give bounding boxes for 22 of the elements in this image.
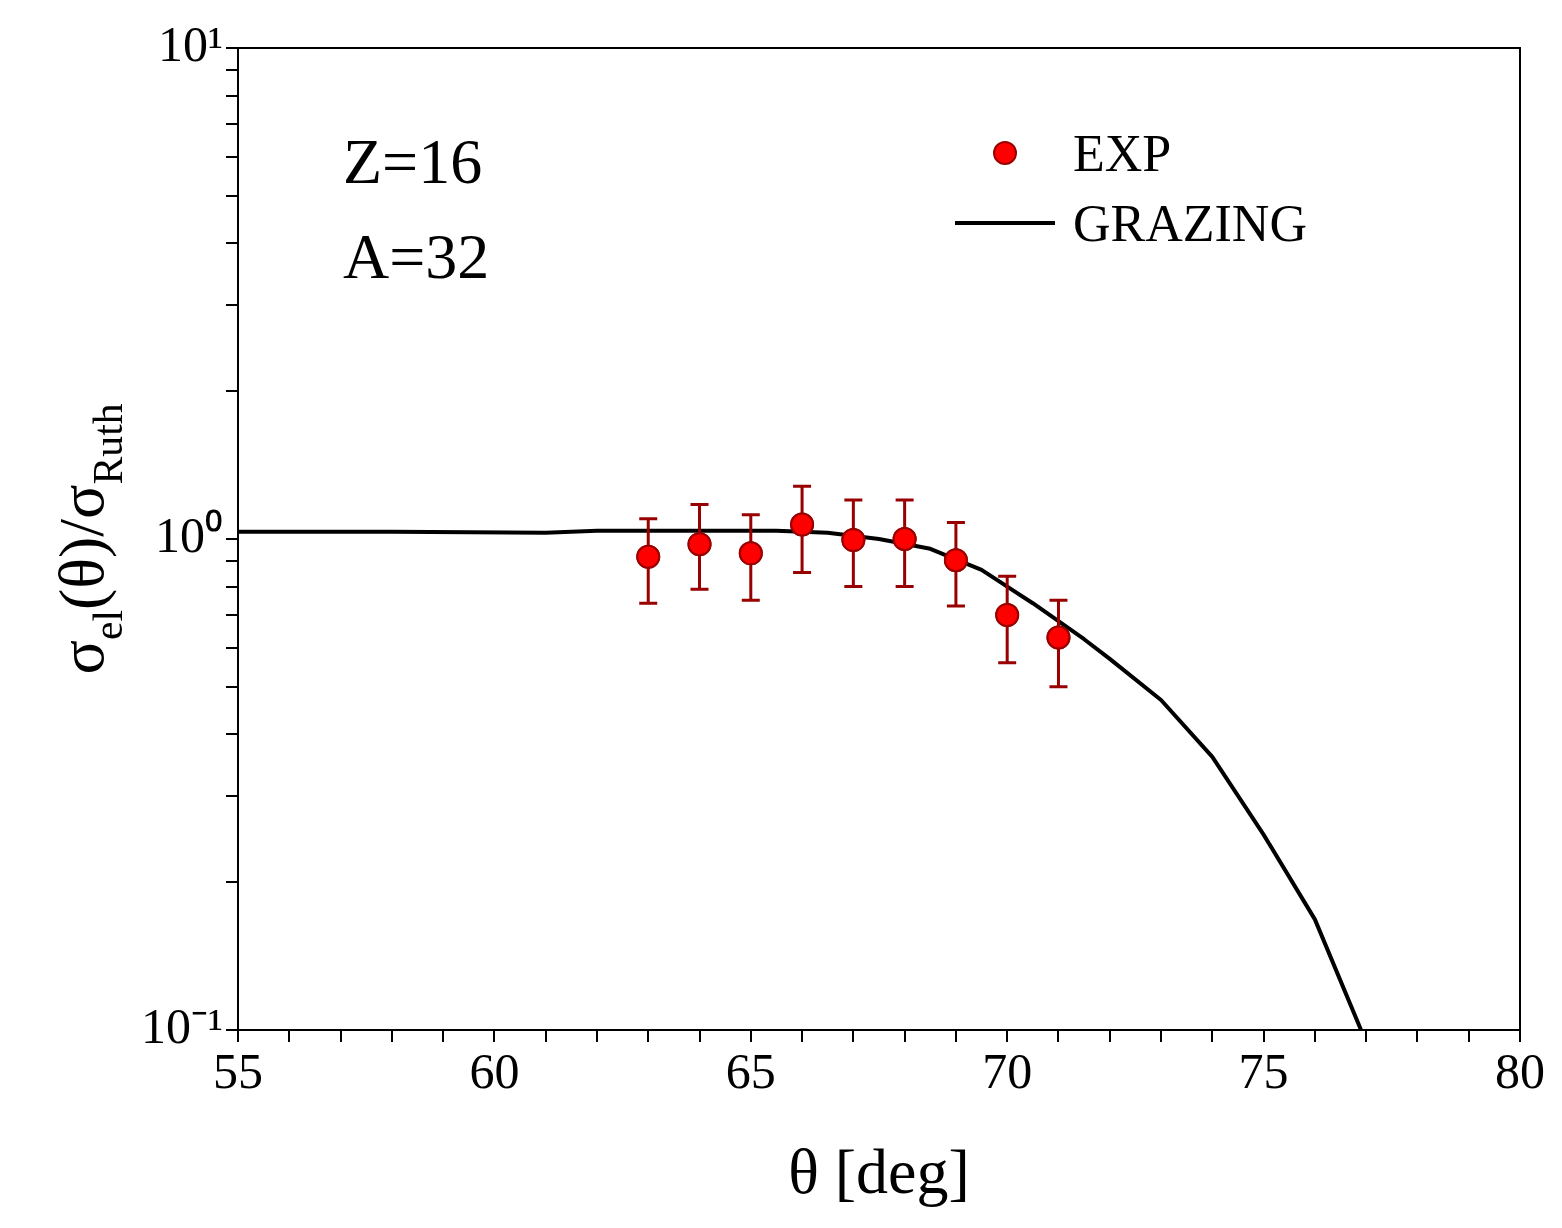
point (995, 603, 1020, 628)
legend-label: EXP (1073, 125, 1172, 182)
x-tick-label: 70 (982, 1043, 1033, 1100)
y-axis-title: σel(θ)/σRuth (46, 403, 132, 675)
point (841, 528, 866, 553)
y-tick-label: 10¹ (157, 16, 223, 73)
point (943, 548, 968, 573)
x-tick-label: 80 (1495, 1043, 1545, 1100)
point (687, 532, 712, 557)
annotation: A=32 (342, 221, 490, 292)
x-tick-label: 75 (1238, 1043, 1289, 1100)
point (1046, 625, 1071, 650)
x-axis-title: θ [deg] (788, 1136, 970, 1207)
y-tick-label: 10⁰ (154, 507, 223, 564)
x-tick-label: 65 (725, 1043, 776, 1100)
point (738, 541, 763, 566)
annotation: Z=16 (342, 126, 483, 197)
legend-label: GRAZING (1073, 195, 1307, 252)
point (790, 512, 815, 537)
point (892, 527, 917, 551)
point (636, 544, 661, 569)
x-tick-label: 60 (469, 1043, 520, 1100)
